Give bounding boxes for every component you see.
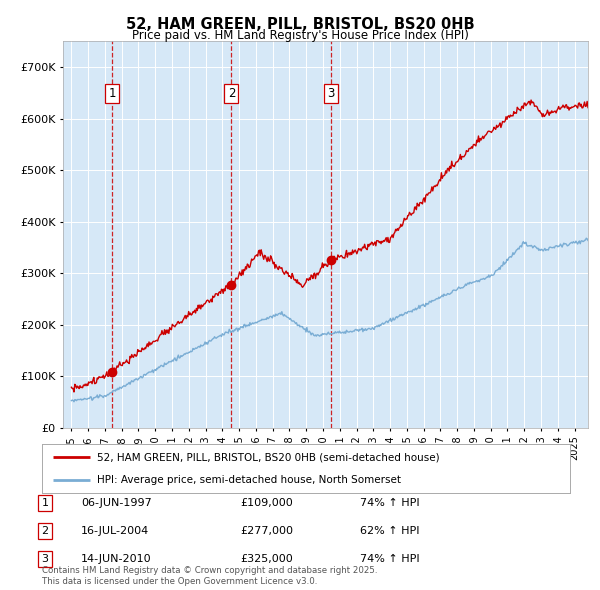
Text: HPI: Average price, semi-detached house, North Somerset: HPI: Average price, semi-detached house,…: [97, 476, 401, 486]
Text: 1: 1: [109, 87, 116, 100]
Text: 06-JUN-1997: 06-JUN-1997: [81, 498, 152, 507]
Text: Contains HM Land Registry data © Crown copyright and database right 2025.
This d: Contains HM Land Registry data © Crown c…: [42, 566, 377, 586]
Text: 2: 2: [227, 87, 235, 100]
Text: 3: 3: [41, 555, 49, 564]
Text: 74% ↑ HPI: 74% ↑ HPI: [360, 555, 419, 564]
Text: £109,000: £109,000: [240, 498, 293, 507]
Text: 3: 3: [327, 87, 334, 100]
Text: 62% ↑ HPI: 62% ↑ HPI: [360, 526, 419, 536]
Text: £277,000: £277,000: [240, 526, 293, 536]
Text: 74% ↑ HPI: 74% ↑ HPI: [360, 498, 419, 507]
Text: 1: 1: [41, 498, 49, 507]
Text: 52, HAM GREEN, PILL, BRISTOL, BS20 0HB (semi-detached house): 52, HAM GREEN, PILL, BRISTOL, BS20 0HB (…: [97, 453, 440, 463]
Text: £325,000: £325,000: [240, 555, 293, 564]
Text: 14-JUN-2010: 14-JUN-2010: [81, 555, 152, 564]
Text: 52, HAM GREEN, PILL, BRISTOL, BS20 0HB: 52, HAM GREEN, PILL, BRISTOL, BS20 0HB: [125, 17, 475, 31]
Text: 2: 2: [41, 526, 49, 536]
Text: Price paid vs. HM Land Registry's House Price Index (HPI): Price paid vs. HM Land Registry's House …: [131, 30, 469, 42]
Text: 16-JUL-2004: 16-JUL-2004: [81, 526, 149, 536]
